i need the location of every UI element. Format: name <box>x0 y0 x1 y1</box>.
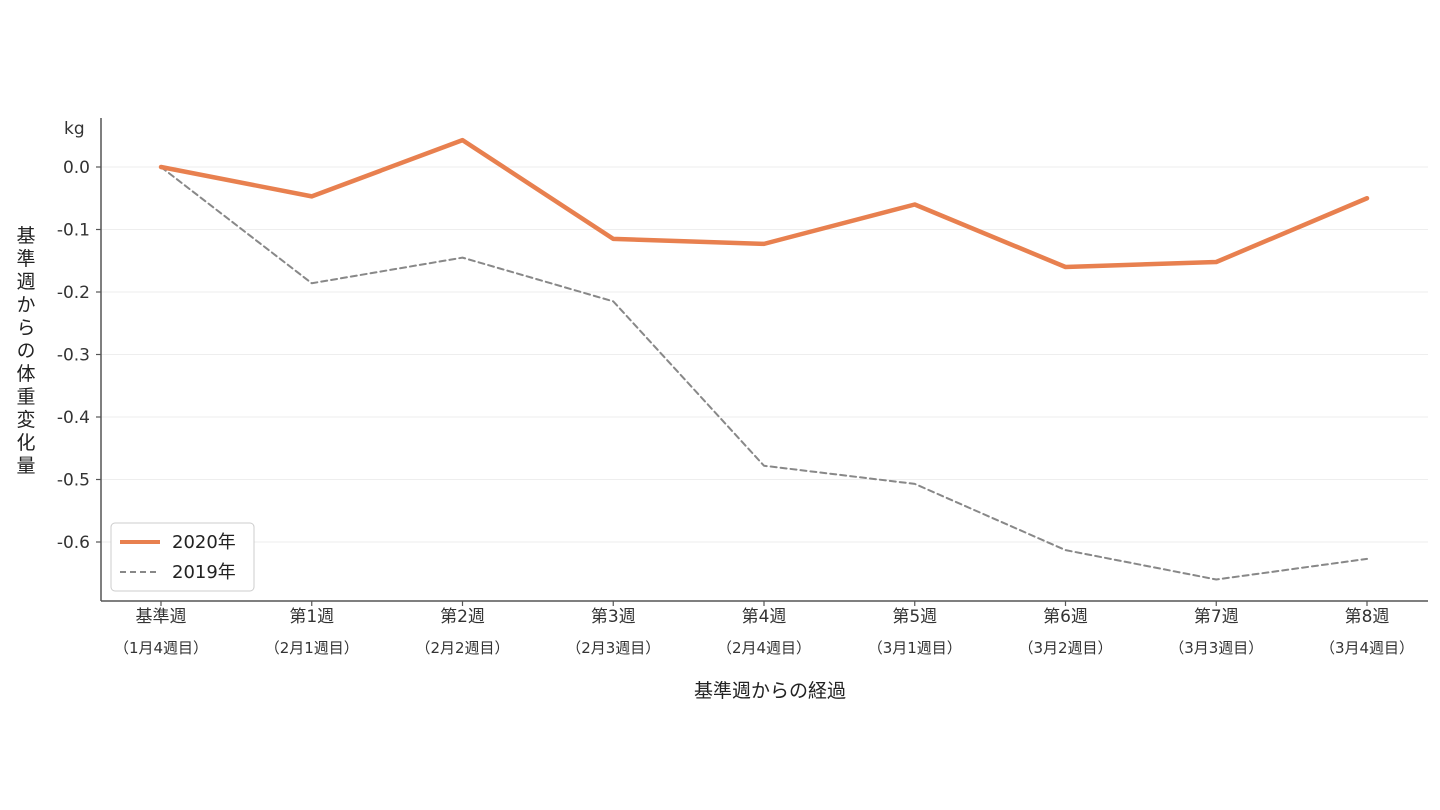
y-tick-label: 0.0 <box>63 158 90 178</box>
y-tick-label: -0.6 <box>57 533 90 553</box>
y-tick-label: -0.2 <box>57 283 90 303</box>
y-axis-title: 基準週からの体重変化量 <box>14 225 36 478</box>
series-line-2020 <box>158 137 1370 270</box>
y-tick-label: -0.4 <box>57 408 90 428</box>
x-tick-label: 第8週 <box>1345 607 1390 627</box>
x-tick-label: 第2週 <box>440 607 485 627</box>
legend-label-2020: 2020年 <box>172 532 236 553</box>
x-tick-label: 第6週 <box>1043 607 1088 627</box>
legend: 2020年 2019年 <box>110 522 255 592</box>
x-tick-label: 第4週 <box>742 607 787 627</box>
y-ticks: 0.0 -0.1 -0.2 -0.3 -0.4 -0.5 -0.6 <box>57 158 101 553</box>
x-ticks: 基準週 （1月4週目） 第1週 （2月1週目） 第2週 （2月2週目） 第3週 （2月3週目）… <box>114 601 1414 657</box>
x-axis-title: 基準週からの経過 <box>694 680 846 702</box>
grid <box>101 166 1428 543</box>
y-tick-label: -0.3 <box>57 346 90 366</box>
series-line-2019 <box>160 166 1368 581</box>
x-tick-label: 第3週 <box>591 607 636 627</box>
x-tick-sublabel: （2月2週目） <box>415 639 509 657</box>
x-tick-label: 第7週 <box>1194 607 1239 627</box>
x-tick-label: 第5週 <box>892 607 937 627</box>
x-tick-sublabel: （2月4週目） <box>717 639 811 657</box>
x-tick-label: 第1週 <box>289 607 334 627</box>
x-tick-sublabel: （3月3週目） <box>1169 639 1263 657</box>
x-tick-sublabel: （1月4週目） <box>114 639 208 657</box>
x-tick-sublabel: （2月3週目） <box>566 639 660 657</box>
x-tick-sublabel: （3月2週目） <box>1018 639 1112 657</box>
x-tick-sublabel: （3月4週目） <box>1320 639 1414 657</box>
axes <box>100 118 1428 602</box>
x-tick-sublabel: （3月1週目） <box>868 639 962 657</box>
x-tick-sublabel: （2月1週目） <box>265 639 359 657</box>
series <box>158 137 1370 581</box>
x-tick-label: 基準週 <box>136 607 187 627</box>
y-unit-label: kg <box>64 119 85 139</box>
y-tick-label: -0.1 <box>57 221 90 241</box>
y-tick-label: -0.5 <box>57 471 90 491</box>
legend-label-2019: 2019年 <box>172 562 236 583</box>
